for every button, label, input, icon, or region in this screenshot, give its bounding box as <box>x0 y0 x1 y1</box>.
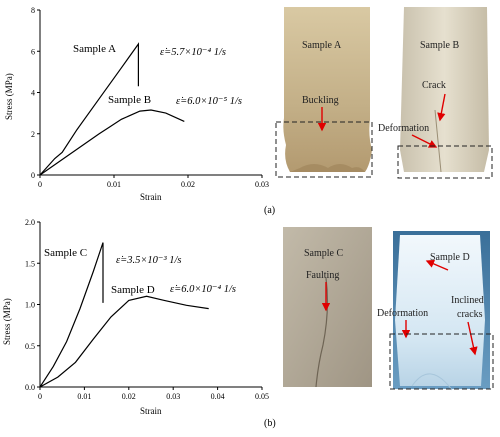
x-tick-label: 0.02 <box>181 180 195 189</box>
arrow-deformation-b <box>411 134 438 148</box>
chart-a-rate-b: ε̇=6.0×10⁻⁵ 1/s <box>176 96 242 107</box>
arrow-inclined-cracks <box>467 321 478 356</box>
x-tick-label: 0 <box>38 392 42 401</box>
photo-d-label-deformation: Deformation <box>377 308 428 319</box>
chart-b-ylabel: Stress (MPa) <box>2 298 12 345</box>
photo-d-label-inclined: Inclined <box>451 295 484 306</box>
photo-b-dashed-box <box>397 145 493 179</box>
chart-a-x-ticks: 0 0.01 0.02 0.03 <box>38 175 269 189</box>
photo-d-dashed-box <box>389 333 494 390</box>
y-tick-label: 8 <box>31 6 35 15</box>
y-tick-label: 0.5 <box>25 342 35 351</box>
x-tick-label: 0.05 <box>255 392 269 401</box>
x-tick-label: 0 <box>38 180 42 189</box>
photo-b-title: Sample B <box>420 40 459 51</box>
photo-sample-b: Sample B Crack Deformation <box>378 7 493 179</box>
chart-b-rate-c: ε̇=3.5×10⁻³ 1/s <box>116 255 182 266</box>
chart-a-ylabel: Stress (MPa) <box>4 73 14 120</box>
chart-a-series-sample-a <box>39 42 139 176</box>
y-tick-label: 1.5 <box>25 259 35 268</box>
chart-b-xlabel: Strain <box>140 406 162 416</box>
y-tick-label: 2 <box>31 130 35 139</box>
photo-sample-a: Sample A Buckling <box>275 7 373 178</box>
chart-a-y-ticks: 0 2 4 6 8 <box>31 6 40 180</box>
chart-b-series-label-c: Sample C <box>44 247 87 259</box>
chart-b-series-label-d: Sample D <box>111 284 155 296</box>
x-tick-label: 0.04 <box>211 392 225 401</box>
photo-d-label-cracks: cracks <box>457 309 483 320</box>
chart-a-series-label-b: Sample B <box>108 94 151 106</box>
photo-b-label-crack: Crack <box>422 80 446 91</box>
y-tick-label: 2.0 <box>25 218 35 227</box>
caption-a: (a) <box>264 205 275 216</box>
y-tick-label: 0.0 <box>25 383 35 392</box>
photo-b-label-deformation: Deformation <box>378 123 429 134</box>
photo-a-title: Sample A <box>302 40 342 51</box>
chart-b-series-sample-c <box>39 242 104 388</box>
x-tick-label: 0.03 <box>255 180 269 189</box>
chart-a-rate-a: ε̇=5.7×10⁻⁴ 1/s <box>160 47 226 58</box>
photo-d-title: Sample D <box>430 252 470 263</box>
x-tick-label: 0.01 <box>77 392 91 401</box>
x-tick-label: 0.01 <box>107 180 121 189</box>
y-tick-label: 6 <box>31 47 35 56</box>
caption-b: (b) <box>264 418 276 429</box>
chart-a-series-label-a: Sample A <box>73 43 116 55</box>
chart-b-x-ticks: 0 0.01 0.02 0.03 0.04 0.05 <box>38 387 269 401</box>
y-tick-label: 4 <box>31 89 35 98</box>
chart-a-series-sample-b <box>39 109 185 176</box>
chart-b-y-ticks: 0.0 0.5 1.0 1.5 2.0 <box>25 218 40 392</box>
photo-c-label-faulting: Faulting <box>306 270 339 281</box>
chart-b-series-sample-d <box>39 295 209 388</box>
chart-b: 0.0 0.5 1.0 1.5 2.0 0 0.01 0.02 0.03 0.04 0.05 St… <box>2 218 269 416</box>
x-tick-label: 0.02 <box>122 392 136 401</box>
photo-c-title: Sample C <box>304 248 343 259</box>
arrow-top-d <box>425 259 449 271</box>
photo-a-dashed-box <box>275 121 373 178</box>
y-tick-label: 1.0 <box>25 301 35 310</box>
x-tick-label: 0.03 <box>166 392 180 401</box>
chart-b-rate-d: ε̇=6.0×10⁻⁴ 1/s <box>170 284 236 295</box>
photo-a-label-buckling: Buckling <box>302 95 339 106</box>
photo-sample-d: Sample D Inclined cracks Deformation <box>377 231 494 391</box>
chart-a-xlabel: Strain <box>140 192 162 202</box>
y-tick-label: 0 <box>31 171 35 180</box>
photo-sample-c: Sample C Faulting <box>283 227 372 388</box>
arrow-crack <box>437 93 446 122</box>
